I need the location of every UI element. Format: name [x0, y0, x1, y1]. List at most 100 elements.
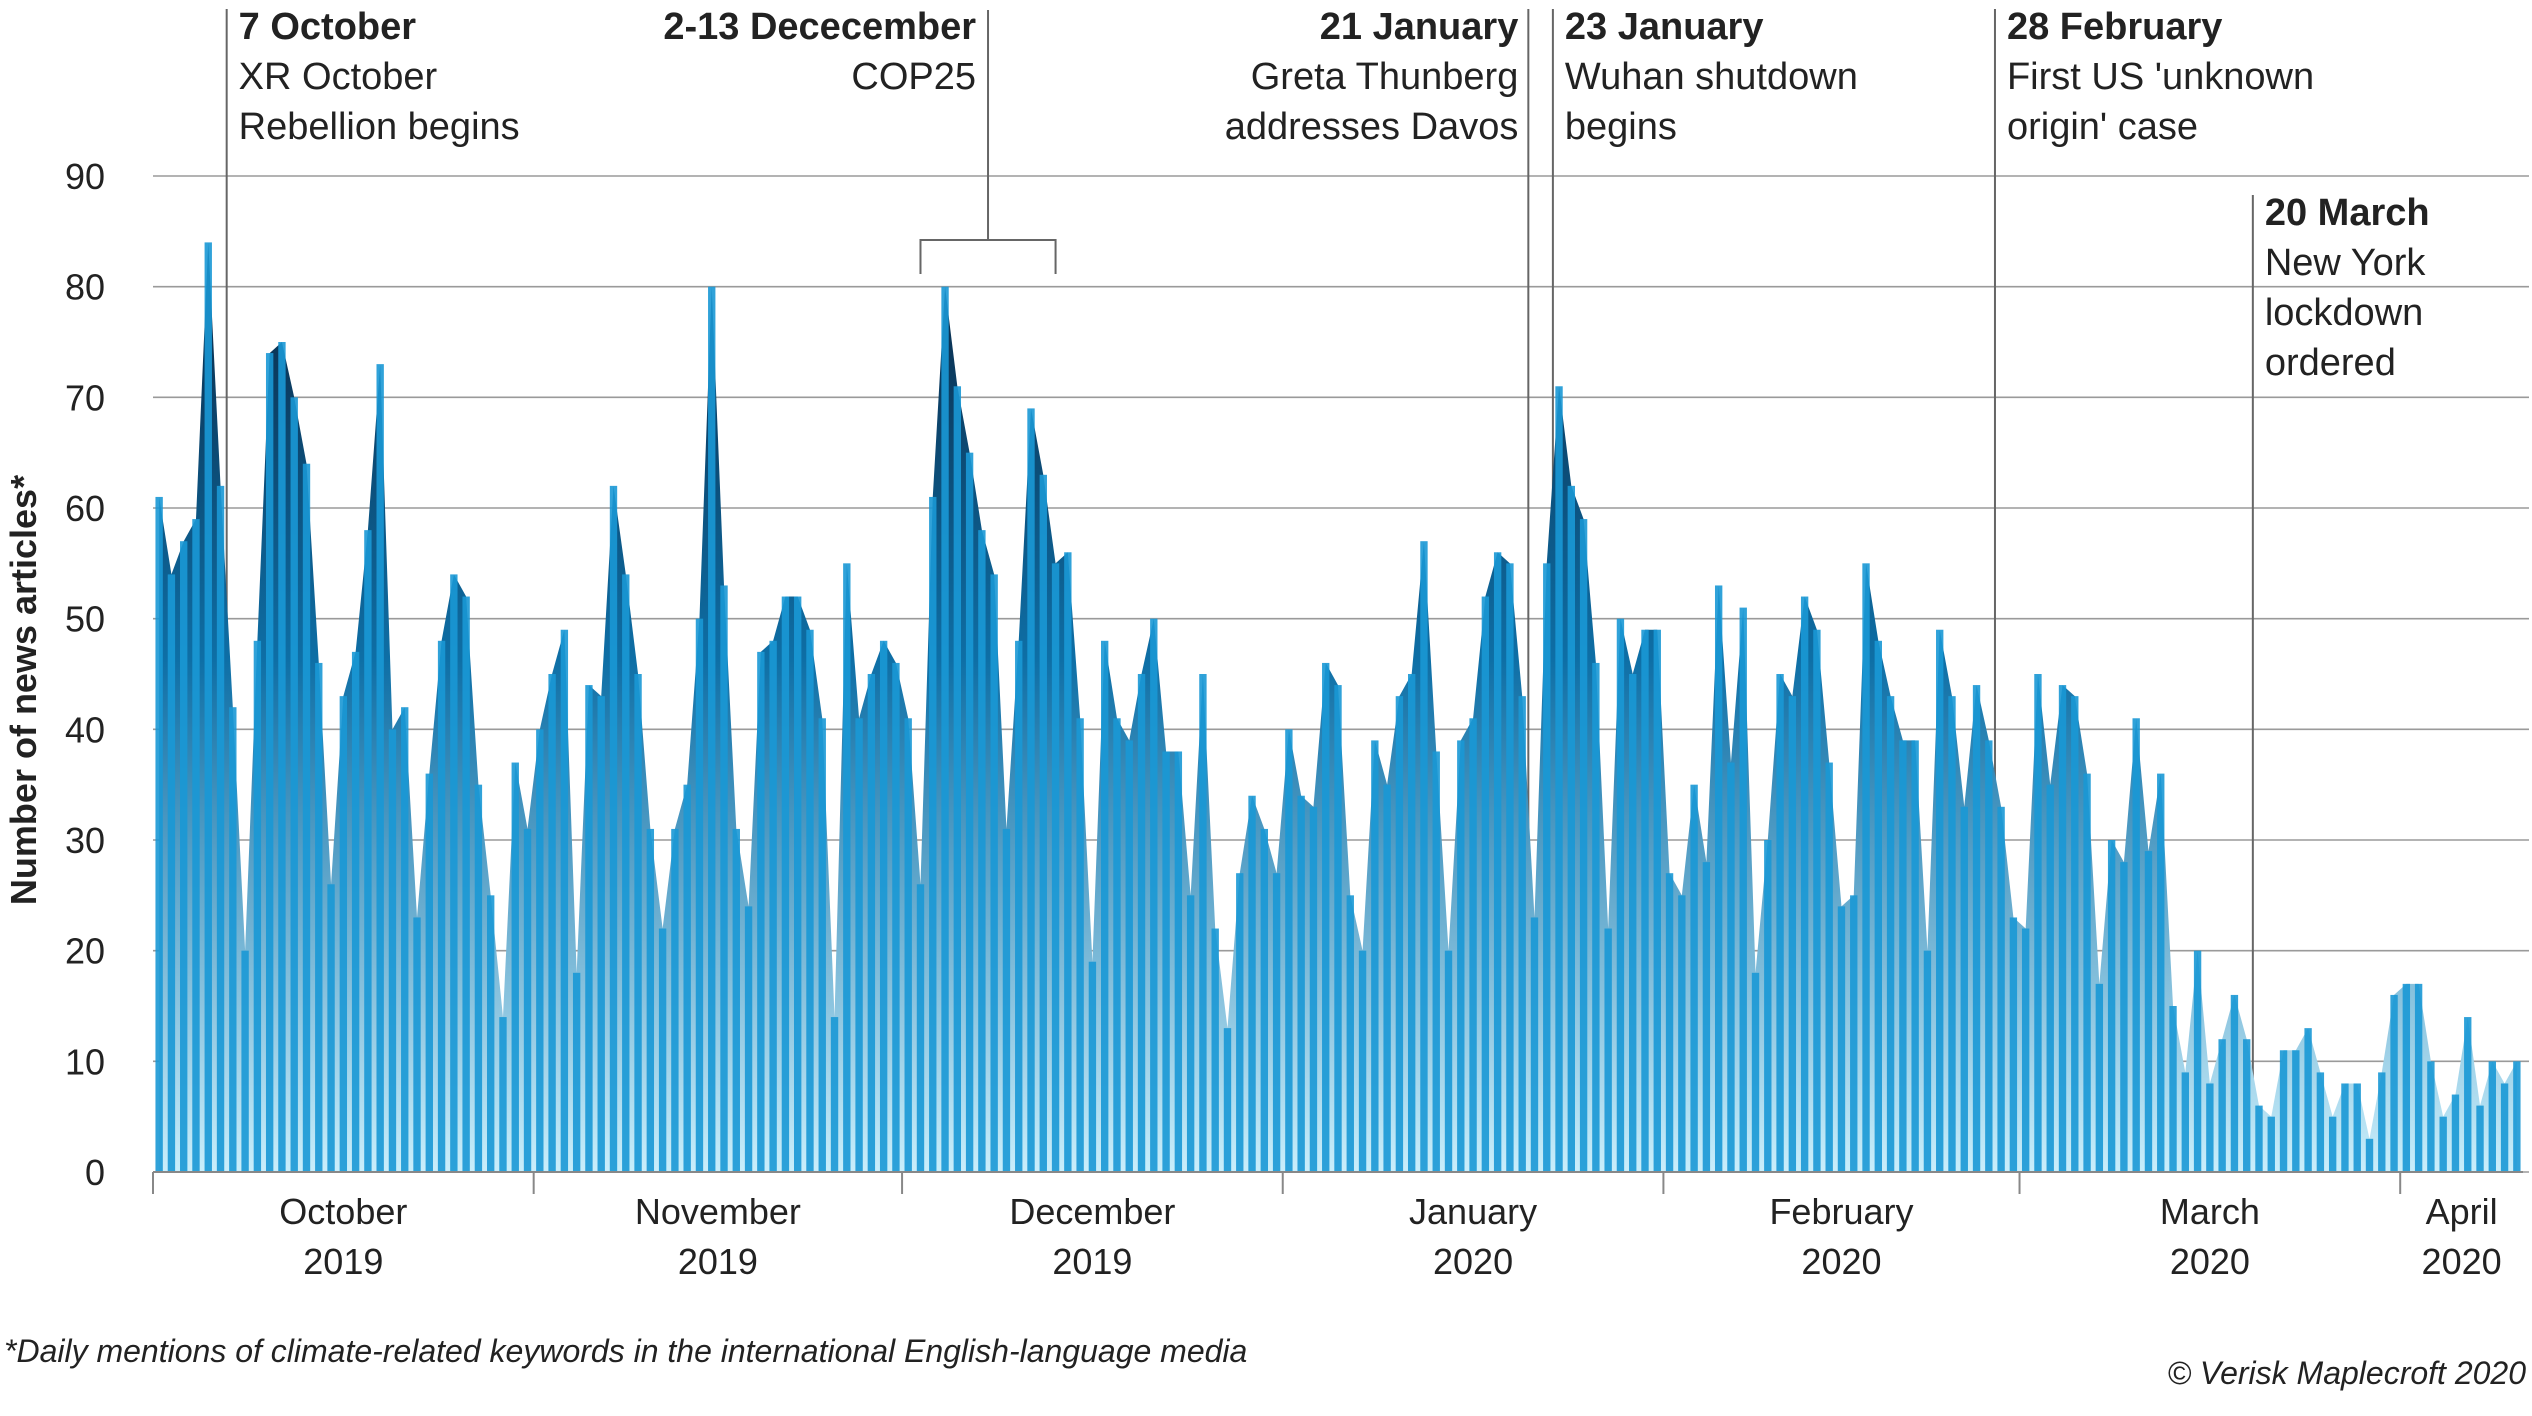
bar — [1297, 795, 1305, 1172]
annotation-text: Greta Thunberg — [1251, 56, 1519, 98]
bar — [2034, 674, 2042, 1172]
bar — [1911, 740, 1919, 1172]
bar — [855, 718, 863, 1172]
bar — [2304, 1028, 2312, 1172]
bar — [401, 707, 409, 1172]
bar — [2464, 1017, 2472, 1172]
x-tick-year: 2020 — [2422, 1241, 2502, 1282]
bar — [965, 452, 974, 1173]
x-tick-label: February — [1769, 1191, 1913, 1232]
credit: © Verisk Maplecroft 2020 — [2167, 1355, 2526, 1391]
bar — [2046, 784, 2054, 1172]
bar — [536, 729, 544, 1172]
y-tick-label: 60 — [65, 488, 105, 529]
bar — [597, 696, 605, 1172]
y-tick-label: 20 — [65, 931, 105, 972]
bar — [278, 342, 286, 1172]
bar — [1407, 674, 1416, 1172]
bar — [2255, 1105, 2263, 1172]
bar — [1543, 563, 1551, 1172]
bar — [1272, 873, 1281, 1172]
bar — [1469, 718, 1477, 1172]
bar — [364, 530, 372, 1172]
bar — [2513, 1061, 2521, 1172]
bar — [1985, 740, 1993, 1172]
bar — [2095, 983, 2104, 1172]
bar — [1383, 784, 1391, 1172]
bar — [265, 353, 274, 1173]
bar — [1088, 961, 1097, 1172]
bar — [388, 729, 397, 1172]
bar — [376, 364, 384, 1173]
bar — [339, 696, 348, 1172]
bar — [1371, 740, 1379, 1172]
annotation-text: ordered — [2265, 342, 2396, 384]
annotation-text: XR October — [239, 56, 438, 98]
bar — [1739, 607, 1747, 1172]
bar — [634, 674, 642, 1172]
bar — [2218, 1039, 2226, 1172]
bar — [1174, 751, 1183, 1172]
bar — [1764, 840, 1772, 1172]
bar — [609, 485, 618, 1172]
bar — [1432, 751, 1440, 1172]
bar — [1027, 408, 1035, 1172]
bar — [1162, 751, 1170, 1172]
bar — [425, 773, 433, 1172]
bar — [1101, 640, 1109, 1172]
annotation-title: 20 March — [2265, 192, 2430, 234]
bar — [1629, 674, 1637, 1172]
bar — [560, 629, 569, 1172]
y-tick-label: 90 — [65, 156, 105, 197]
y-tick-label: 0 — [85, 1152, 105, 1193]
bar — [1150, 618, 1158, 1172]
x-tick-year: 2019 — [678, 1241, 758, 1282]
bar — [830, 1017, 839, 1172]
annotation-text: begins — [1565, 106, 1677, 148]
bar — [990, 574, 998, 1172]
bar — [2120, 862, 2128, 1172]
bar — [229, 707, 237, 1172]
bar — [2243, 1039, 2251, 1172]
y-axis-label: Number of news articles* — [3, 475, 44, 905]
bar — [781, 596, 790, 1172]
x-tick-label: October — [279, 1191, 407, 1232]
bar — [720, 585, 728, 1172]
x-tick-label: November — [635, 1191, 801, 1232]
bar — [523, 828, 532, 1172]
bar — [1592, 662, 1600, 1172]
bar — [1260, 828, 1269, 1172]
bar — [1837, 906, 1846, 1172]
annotation-title: 21 January — [1320, 6, 1519, 48]
annotation-text: New York — [2265, 242, 2427, 284]
bar — [1936, 629, 1944, 1172]
bar — [2316, 1072, 2325, 1172]
bar — [216, 485, 225, 1172]
bar — [2071, 696, 2079, 1172]
bar — [2427, 1061, 2435, 1172]
bar — [879, 640, 888, 1172]
bar — [1702, 862, 1711, 1172]
bar — [585, 685, 593, 1172]
bar — [2206, 1083, 2214, 1172]
bar — [843, 563, 851, 1172]
bar — [1199, 674, 1207, 1172]
bar — [1248, 795, 1256, 1172]
bar — [1223, 1028, 1232, 1172]
y-tick-label: 70 — [65, 377, 105, 418]
bar — [978, 530, 986, 1172]
bar — [1125, 740, 1133, 1172]
x-tick-label: December — [1009, 1191, 1175, 1232]
bar — [1322, 662, 1330, 1172]
y-tick-label: 10 — [65, 1041, 105, 1082]
bar — [241, 950, 249, 1172]
bar — [2279, 1050, 2288, 1172]
bar — [413, 917, 421, 1172]
bar — [2169, 1006, 2177, 1172]
bar — [671, 828, 679, 1172]
bar — [253, 640, 262, 1172]
bar — [155, 496, 163, 1172]
bar — [2009, 917, 2018, 1172]
